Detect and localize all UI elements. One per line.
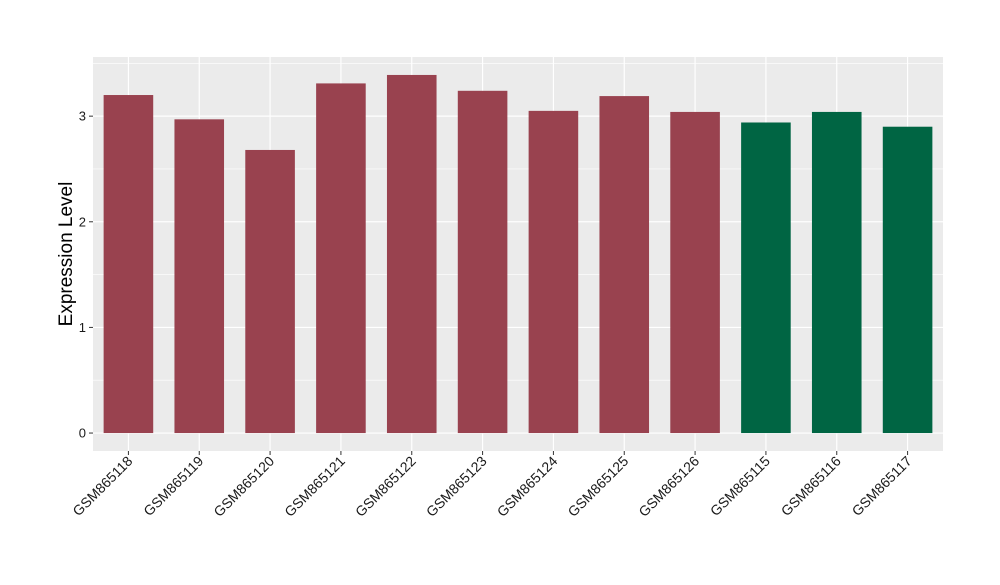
x-tick-label: GSM865120 [210,453,277,520]
bar-GSM865125 [599,96,650,434]
bars [103,74,933,434]
bar-GSM865121 [316,83,366,434]
y-axis-title: Expression Level [56,182,77,327]
bar-GSM865124 [528,110,579,434]
x-axis: GSM865118 GSM865119 GSM865120 GSM865121 GSM8… [69,451,915,520]
bar-GSM865123 [457,90,508,434]
bar-GSM865116 [811,111,862,434]
plot-panel [93,57,943,451]
x-tick-label: GSM865121 [281,453,348,520]
y-axis: 0 1 2 3 [79,109,93,441]
x-tick-label: GSM865119 [140,453,206,519]
y-tick-label: 2 [79,214,86,229]
bar-GSM865117 [882,126,933,434]
y-tick-label: 3 [79,109,86,124]
bar-GSM865120 [245,149,295,434]
x-tick-label: GSM865118 [69,453,135,519]
y-tick-label: 0 [79,426,86,441]
x-tick-label: GSM865124 [494,453,561,520]
x-tick-label: GSM865117 [849,453,915,519]
x-tick-label: GSM865115 [707,453,773,519]
x-tick-label: GSM865122 [352,453,419,520]
x-tick-label: GSM865125 [564,453,631,520]
bar-GSM865119 [174,119,225,434]
bar-GSM865126 [670,111,720,434]
x-tick-label: GSM865116 [778,453,844,519]
y-tick-label: 1 [79,320,86,335]
x-tick-label: GSM865126 [635,453,702,520]
bar-GSM865122 [386,74,437,434]
x-tick-label: GSM865123 [423,453,490,520]
bar-GSM865115 [741,122,791,434]
bar-GSM865118 [103,95,154,434]
